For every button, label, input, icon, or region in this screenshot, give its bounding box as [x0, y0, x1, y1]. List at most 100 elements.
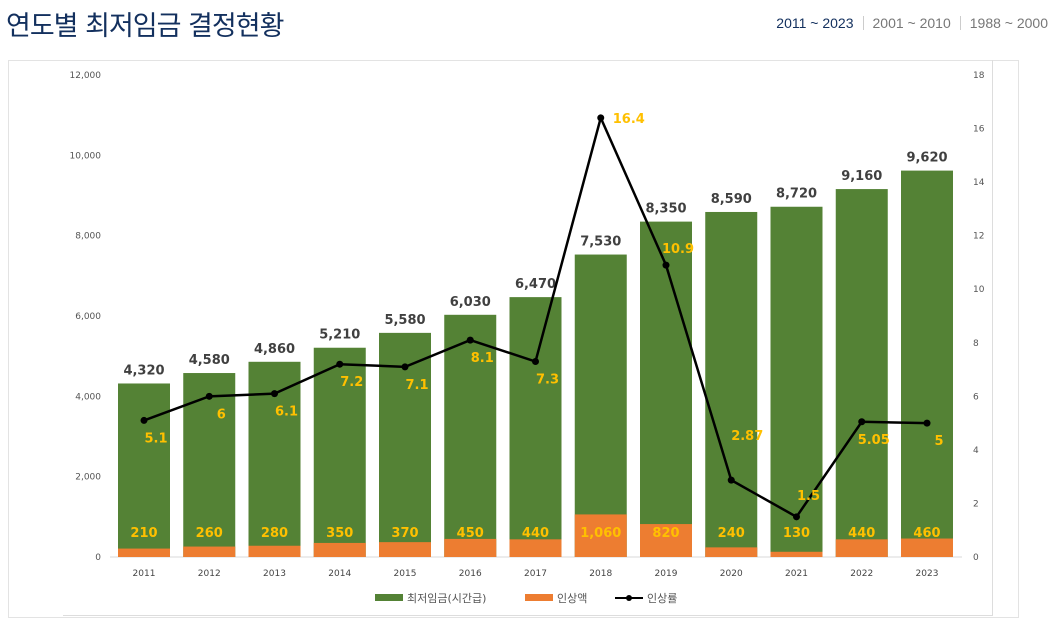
increase-data-label: 1,060: [580, 526, 621, 541]
increase-bar: [444, 538, 497, 557]
y-left-tick-label: 12,000: [70, 71, 102, 81]
rate-data-label: 7.1: [405, 378, 428, 393]
y-right-tick-label: 16: [973, 125, 985, 135]
rate-point: [466, 336, 474, 344]
x-tick-label: 2020: [720, 569, 743, 579]
wage-data-label: 8,590: [711, 192, 752, 207]
wage-bar: [705, 211, 758, 558]
y-right-tick-label: 14: [973, 178, 985, 188]
increase-bar: [770, 551, 823, 557]
y-right-tick-label: 4: [973, 446, 979, 456]
increase-data-label: 240: [718, 526, 745, 541]
rate-data-label: 6.1: [275, 405, 298, 420]
chart-frame: [8, 60, 1019, 618]
increase-data-label: 440: [848, 526, 875, 541]
rate-point: [205, 392, 213, 400]
x-tick-label: 2012: [198, 569, 221, 579]
increase-data-label: 350: [326, 526, 353, 541]
x-tick-label: 2014: [328, 569, 351, 579]
page-title: 연도별 최저임금 결정현황: [6, 11, 284, 42]
increase-bar: [313, 542, 366, 557]
rate-data-label: 5: [934, 434, 943, 449]
increase-bar: [118, 548, 170, 557]
increase-bar: [183, 546, 236, 557]
x-tick-label: 2016: [459, 569, 482, 579]
increase-bar: [379, 542, 431, 557]
x-tick-label: 2018: [589, 569, 612, 579]
tab-2011-2023[interactable]: 2011 ~ 2023: [776, 15, 854, 31]
wage-bar: [640, 221, 692, 557]
rate-data-label: 5.1: [144, 431, 167, 446]
y-left-tick-label: 6,000: [75, 312, 101, 322]
increase-bar: [705, 547, 758, 557]
wage-data-label: 8,350: [645, 202, 686, 217]
rate-data-label: 10.9: [662, 242, 694, 257]
y-left-tick-label: 0: [95, 553, 101, 563]
x-tick-label: 2015: [394, 569, 417, 579]
increase-data-label: 210: [130, 526, 157, 541]
wage-data-label: 5,210: [319, 328, 360, 343]
y-left-tick-label: 2,000: [75, 473, 101, 483]
rate-data-label: 8.1: [471, 351, 494, 366]
year-range-tabs: 2011 ~ 2023 2001 ~ 2010 1988 ~ 2000: [776, 15, 1048, 31]
wage-bar: [509, 297, 562, 557]
chart-image-border: [63, 60, 993, 616]
y-right-tick-label: 12: [973, 232, 984, 242]
tab-1988-2000[interactable]: 1988 ~ 2000: [969, 15, 1048, 31]
rate-point: [401, 363, 409, 371]
wage-bar: [574, 254, 627, 558]
x-tick-label: 2019: [655, 569, 678, 579]
x-tick-label: 2013: [263, 569, 286, 579]
wage-data-label: 6,470: [515, 277, 556, 292]
rate-point: [858, 418, 866, 426]
y-right-tick-label: 0: [973, 553, 979, 563]
wage-bar: [444, 314, 497, 557]
tab-2001-2010[interactable]: 2001 ~ 2010: [872, 15, 951, 31]
rate-data-label: 2.87: [731, 429, 763, 444]
increase-data-label: 460: [913, 526, 940, 541]
y-right-tick-label: 18: [973, 71, 985, 81]
x-tick-label: 2022: [850, 569, 873, 579]
wage-data-label: 4,860: [254, 342, 295, 357]
divider: [862, 16, 864, 30]
increase-bar: [509, 539, 562, 557]
x-tick-label: 2021: [785, 569, 808, 579]
wage-bar: [770, 206, 823, 557]
rate-data-label: 16.4: [613, 112, 645, 127]
wage-data-label: 6,030: [450, 295, 491, 310]
wage-data-label: 9,620: [906, 151, 947, 166]
increase-data-label: 820: [652, 526, 679, 541]
wage-data-label: 4,320: [123, 363, 164, 378]
wage-data-label: 9,160: [841, 169, 882, 184]
rate-data-label: 7.2: [340, 375, 363, 390]
wage-bar: [901, 170, 953, 557]
increase-bar: [574, 514, 627, 557]
rate-point: [271, 390, 278, 398]
legend-label-rate: 인상률: [647, 592, 677, 605]
wage-bar: [835, 189, 888, 557]
increase-data-label: 260: [196, 526, 223, 541]
rate-point: [597, 114, 605, 122]
wage-data-label: 7,530: [580, 235, 621, 250]
y-right-tick-label: 6: [973, 392, 979, 402]
y-right-tick-label: 8: [973, 339, 979, 349]
legend-marker-rate: [626, 595, 632, 601]
wage-data-label: 5,580: [384, 313, 425, 328]
increase-data-label: 450: [457, 526, 484, 541]
y-right-tick-label: 2: [973, 499, 979, 509]
x-tick-label: 2023: [916, 569, 939, 579]
x-tick-label: 2011: [133, 569, 156, 579]
wage-bar: [313, 347, 366, 557]
rate-point: [793, 513, 800, 521]
increase-bar: [640, 524, 692, 557]
rate-data-label: 1.5: [797, 489, 820, 504]
increase-data-label: 130: [783, 526, 810, 541]
wage-data-label: 8,720: [776, 187, 817, 202]
rate-data-label: 6: [217, 407, 226, 422]
rate-data-label: 5.05: [858, 433, 890, 448]
rate-point: [923, 419, 931, 427]
increase-bar: [835, 539, 888, 557]
increase-data-label: 370: [391, 526, 418, 541]
x-tick-label: 2017: [524, 569, 547, 579]
